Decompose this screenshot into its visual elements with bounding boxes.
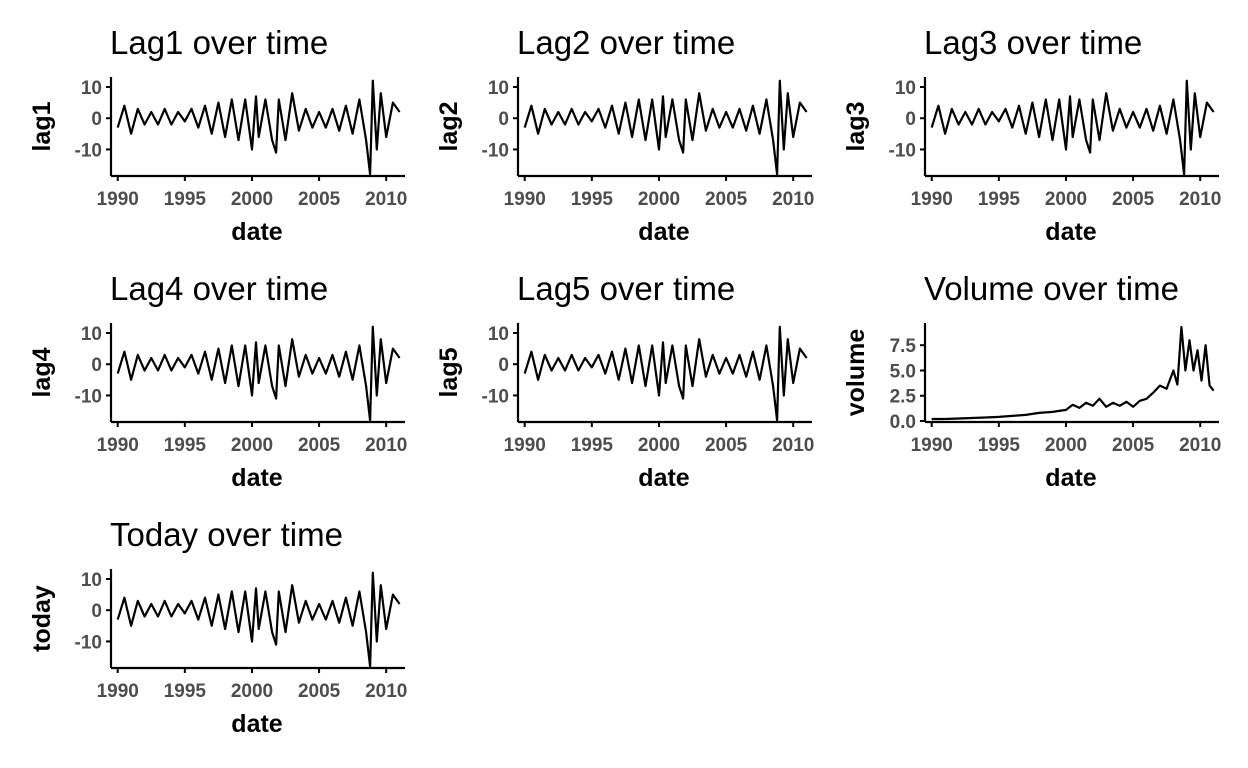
y-tick-label: 10 [81,570,102,591]
x-tick-label: 2000 [1045,435,1087,456]
chart-title: Today over time [110,516,343,553]
x-axis-label: date [1045,464,1097,492]
x-tick-label: 1995 [571,189,614,210]
x-tick-label: 1990 [97,681,139,702]
y-axis-label: lag3 [842,101,870,151]
y-tick-label: -10 [482,386,509,407]
chart-panel-2: Lag2 over time 1990 1995 2000 2005 2010 10 0 -10… [407,0,814,246]
y-tick-label: 0 [91,601,102,622]
chart-svg: Lag1 over time 1990 1995 2000 2005 2010 10 0 -10… [28,24,407,246]
x-tick-label: 2000 [1045,189,1087,210]
x-tick-label: 2005 [298,681,341,702]
y-tick-label: -10 [75,386,102,407]
chart-panel-5: Lag5 over time 1990 1995 2000 2005 2010 10 0 -10… [407,246,814,492]
y-tick-label: 0 [905,109,916,130]
y-tick-label: 10 [81,324,102,345]
chart-panel-4: Lag4 over time 1990 1995 2000 2005 2010 10 0 -10… [0,246,407,492]
chart-svg: Lag5 over time 1990 1995 2000 2005 2010 10 0 -10… [435,270,814,492]
x-tick-label: 2005 [705,435,748,456]
x-axis-label: date [638,464,690,492]
x-tick-label: 2005 [705,189,748,210]
x-tick-label: 2010 [772,189,814,210]
x-axis-label: date [638,218,690,246]
chart-title: Lag5 over time [517,270,735,307]
y-tick-label: 10 [895,78,916,99]
x-tick-label: 1995 [571,435,614,456]
x-tick-label: 1990 [97,435,139,456]
x-axis-label: date [231,218,283,246]
y-tick-label: 0 [91,355,102,376]
y-axis-label: lag4 [28,347,56,397]
x-tick-label: 2000 [638,435,680,456]
y-tick-label: 0 [498,355,509,376]
x-tick-label: 2000 [231,435,273,456]
x-tick-label: 1995 [164,681,207,702]
x-tick-label: 1990 [504,435,546,456]
y-tick-label: 10 [488,324,509,345]
y-tick-label: 10 [81,78,102,99]
x-tick-label: 1990 [97,189,139,210]
x-tick-label: 2000 [638,189,680,210]
chart-svg: Lag4 over time 1990 1995 2000 2005 2010 10 0 -10… [28,270,407,492]
x-tick-label: 1995 [978,435,1021,456]
y-axis-label: lag5 [435,347,463,397]
chart-panel-6: Volume over time 1990 1995 2000 2005 2010 7.5 5… [814,246,1221,492]
x-tick-label: 2010 [365,435,407,456]
x-tick-label: 2000 [231,189,273,210]
y-tick-label: -10 [482,140,509,161]
x-axis-label: date [231,710,283,738]
y-tick-label: 5.0 [890,361,916,382]
x-tick-label: 2005 [298,435,341,456]
x-tick-label: 1990 [911,189,953,210]
x-tick-label: 1990 [504,189,546,210]
x-tick-label: 2005 [298,189,341,210]
y-tick-label: 0 [91,109,102,130]
y-tick-label: 0 [498,109,509,130]
y-axis-label: lag1 [28,101,56,151]
series-line [116,325,401,422]
y-axis-label: today [28,585,56,652]
chart-svg: Today over time 1990 1995 2000 2005 2010 10 0 -1… [28,516,407,738]
chart-title: Volume over time [924,270,1179,307]
x-tick-label: 2005 [1112,435,1155,456]
series-line [931,325,1215,421]
x-tick-label: 1995 [978,189,1021,210]
x-axis-label: date [231,464,283,492]
chart-svg: Lag3 over time 1990 1995 2000 2005 2010 10 0 -10… [842,24,1221,246]
x-tick-label: 1990 [911,435,953,456]
x-tick-label: 2010 [1179,435,1221,456]
x-tick-label: 2000 [231,681,273,702]
y-axis-label: lag2 [435,101,463,151]
x-tick-label: 1995 [164,435,207,456]
series-line [523,325,808,422]
chart-title: Lag1 over time [110,24,328,61]
chart-panel-7: Today over time 1990 1995 2000 2005 2010 10 0 -1… [0,492,407,738]
series-line [523,79,808,176]
chart-svg: Lag2 over time 1990 1995 2000 2005 2010 10 0 -10… [435,24,814,246]
y-tick-label: 7.5 [890,336,917,357]
y-tick-label: -10 [75,140,102,161]
series-line [930,79,1215,176]
x-tick-label: 2010 [365,189,407,210]
y-tick-label: 0.0 [890,412,916,433]
y-tick-label: 10 [488,78,509,99]
x-axis-label: date [1045,218,1097,246]
x-tick-label: 1995 [164,189,207,210]
y-tick-label: -10 [889,140,916,161]
chart-panel-3: Lag3 over time 1990 1995 2000 2005 2010 10 0 -10… [814,0,1221,246]
x-tick-label: 2010 [365,681,407,702]
x-tick-label: 2010 [772,435,814,456]
x-tick-label: 2005 [1112,189,1155,210]
y-axis-label: volume [842,329,870,417]
series-line [116,79,401,176]
y-tick-label: -10 [75,632,102,653]
chart-svg: Volume over time 1990 1995 2000 2005 2010 7.5 5… [842,270,1221,492]
chart-panel-1: Lag1 over time 1990 1995 2000 2005 2010 10 0 -10… [0,0,407,246]
y-tick-label: 2.5 [890,387,917,408]
chart-title: Lag4 over time [110,270,328,307]
x-tick-label: 2010 [1179,189,1221,210]
series-line [116,571,401,668]
chart-title: Lag3 over time [924,24,1142,61]
chart-title: Lag2 over time [517,24,735,61]
